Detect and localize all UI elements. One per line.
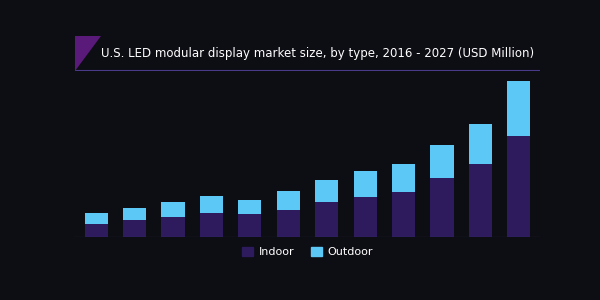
Bar [161, 202, 185, 217]
Bar [508, 81, 530, 136]
Bar [469, 164, 492, 237]
Text: U.S. LED modular display market size, by type, 2016 - 2027 (USD Million): U.S. LED modular display market size, by… [101, 47, 534, 60]
Bar [315, 202, 338, 237]
Polygon shape [75, 36, 101, 70]
Bar [277, 210, 300, 237]
Bar [508, 136, 530, 237]
Bar [430, 178, 454, 237]
Bar [353, 197, 377, 237]
Bar [277, 191, 300, 210]
Bar [200, 196, 223, 213]
Bar [85, 224, 107, 237]
Bar [238, 214, 262, 237]
Bar [161, 217, 185, 237]
Bar [315, 180, 338, 202]
Bar [469, 124, 492, 164]
Bar [123, 220, 146, 237]
Bar [392, 164, 415, 192]
Bar [238, 200, 262, 214]
Bar [392, 192, 415, 237]
Bar [123, 208, 146, 220]
Bar [85, 213, 107, 224]
Legend: Indoor, Outdoor: Indoor, Outdoor [238, 242, 377, 262]
Bar [200, 213, 223, 237]
Bar [430, 145, 454, 178]
Bar [353, 171, 377, 197]
